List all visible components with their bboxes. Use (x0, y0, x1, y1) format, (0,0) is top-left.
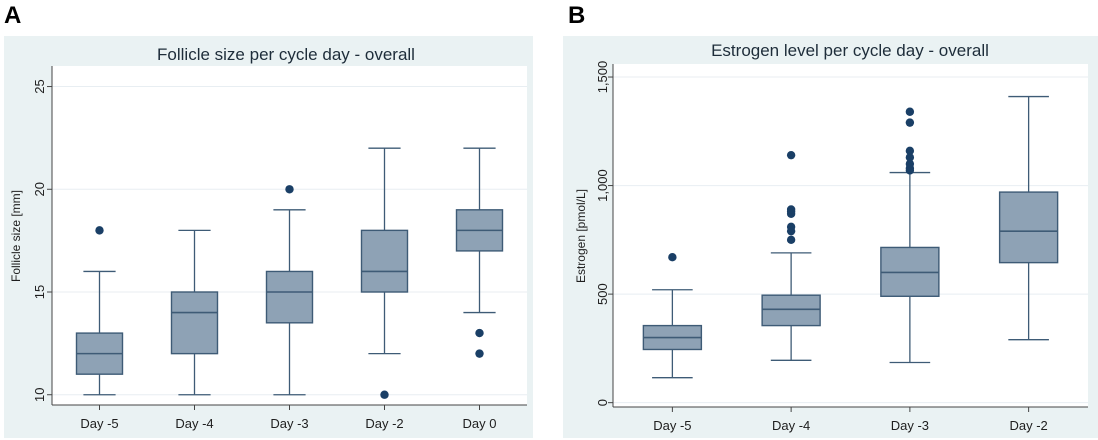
box-iqr (998, 191, 1059, 264)
chart-b-ytick-label: 1,500 (595, 61, 610, 94)
chart-a-ytick-label: 20 (32, 182, 47, 196)
outlier-point (905, 118, 915, 127)
chart-b-box-group (998, 95, 1059, 341)
outlier-point (905, 153, 915, 162)
chart-a-category-label: Day -2 (365, 416, 403, 431)
box-iqr (265, 270, 314, 324)
outlier-point (380, 390, 389, 399)
outlier-point (475, 328, 484, 338)
chart-a-category-label: Day -4 (175, 416, 213, 431)
box-iqr (761, 294, 821, 327)
chart-a-box-group (360, 147, 409, 399)
chart-b-category-label: Day -5 (653, 418, 691, 433)
chart-b-ylabel: Estrogen [pmol/L] (574, 189, 588, 283)
chart-a-category-label: Day -3 (270, 416, 308, 431)
chart-a-ytick-label: 15 (32, 285, 47, 299)
chart-b-category-label: Day -2 (1009, 418, 1047, 433)
outlier-point (285, 185, 294, 194)
outlier-point (905, 107, 915, 116)
chart-b-category-label: Day -4 (772, 418, 810, 433)
chart-b-box-group (761, 150, 821, 361)
follicle-size-chart: Follicle size per cycle day - overall Fo… (4, 36, 533, 438)
chart-b-ytick-label: 0 (595, 399, 610, 406)
outlier-point (786, 222, 796, 232)
chart-b-category-label: Day -3 (891, 418, 929, 433)
chart-a-ylabel: Follicle size [mm] (9, 190, 23, 282)
estrogen-level-chart: Estrogen level per cycle day - overall E… (563, 36, 1098, 438)
chart-a-category-label: Day -5 (80, 416, 118, 431)
outlier-point (786, 235, 796, 245)
outlier-point (786, 150, 796, 160)
box-iqr (360, 229, 409, 293)
chart-b-box-group (642, 253, 703, 379)
chart-a-ytick-label: 10 (32, 387, 47, 401)
chart-a-title: Follicle size per cycle day - overall (157, 45, 415, 64)
outlier-point (668, 253, 677, 262)
chart-b-ytick-label: 1,000 (595, 169, 610, 202)
outlier-point (786, 205, 796, 214)
outlier-point (905, 146, 915, 156)
panel-letter-a: A (4, 2, 22, 29)
chart-b-ytick-label: 500 (595, 283, 610, 305)
chart-a-box-group (170, 229, 219, 396)
outlier-point (905, 159, 915, 169)
chart-a-box-group (75, 226, 124, 396)
panel-letter-b: B (568, 2, 586, 29)
chart-b-box-group (880, 107, 940, 364)
chart-a-box-group (455, 147, 504, 358)
outlier-point (475, 349, 484, 358)
chart-a-category-label: Day 0 (463, 416, 497, 431)
box-iqr (170, 291, 219, 355)
chart-a-ytick-label: 25 (32, 79, 47, 93)
chart-b-title: Estrogen level per cycle day - overall (711, 41, 989, 60)
outlier-point (95, 226, 104, 235)
chart-a-box-group (265, 185, 314, 396)
